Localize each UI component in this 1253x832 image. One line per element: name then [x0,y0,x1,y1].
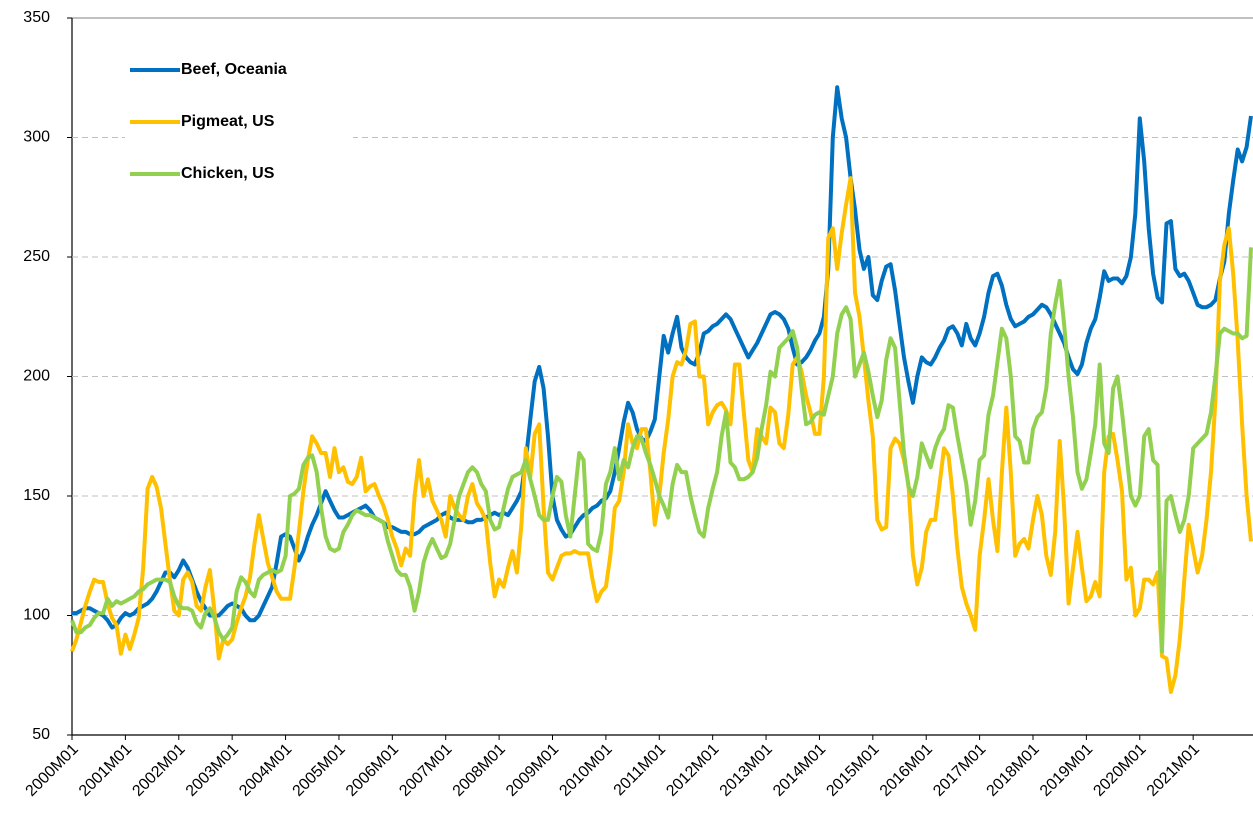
x-tick-label: 2017M01 [930,741,989,800]
x-tick-label: 2018M01 [984,741,1043,800]
x-tick-label: 2012M01 [663,741,722,800]
x-tick-label: 2004M01 [236,741,295,800]
y-tick-label: 350 [23,9,50,26]
y-tick-label: 50 [32,726,50,743]
legend-label: Chicken, US [181,165,275,182]
x-tick-label: 2006M01 [343,741,402,800]
y-tick-label: 150 [23,487,50,504]
x-tick-label: 2000M01 [23,741,82,800]
x-tick-label: 2009M01 [503,741,562,800]
x-tick-label: 2002M01 [129,741,188,800]
legend-label: Beef, Oceania [181,61,287,78]
x-tick-label: 2003M01 [183,741,242,800]
x-tick-label: 2013M01 [717,741,776,800]
y-tick-label: 250 [23,248,50,265]
x-tick-label: 2021M01 [1144,741,1203,800]
y-tick-label: 100 [23,607,50,624]
y-tick-label: 300 [23,129,50,146]
x-tick-label: 2008M01 [450,741,509,800]
x-tick-label: 2011M01 [611,741,669,799]
legend-label: Pigmeat, US [181,113,275,130]
x-tick-label: 2015M01 [823,741,882,800]
series-line [70,176,1253,694]
x-tick-label: 2001M01 [76,741,135,800]
y-tick-label: 200 [23,368,50,385]
x-tick-label: 2020M01 [1090,741,1149,800]
series-line [70,247,1253,654]
x-tick-label: 2016M01 [877,741,936,800]
x-tick-label: 2019M01 [1037,741,1096,800]
x-tick-label: 2005M01 [290,741,349,800]
x-tick-label: 2007M01 [396,741,455,800]
x-tick-label: 2010M01 [557,741,616,800]
x-tick-label: 2014M01 [770,741,829,800]
